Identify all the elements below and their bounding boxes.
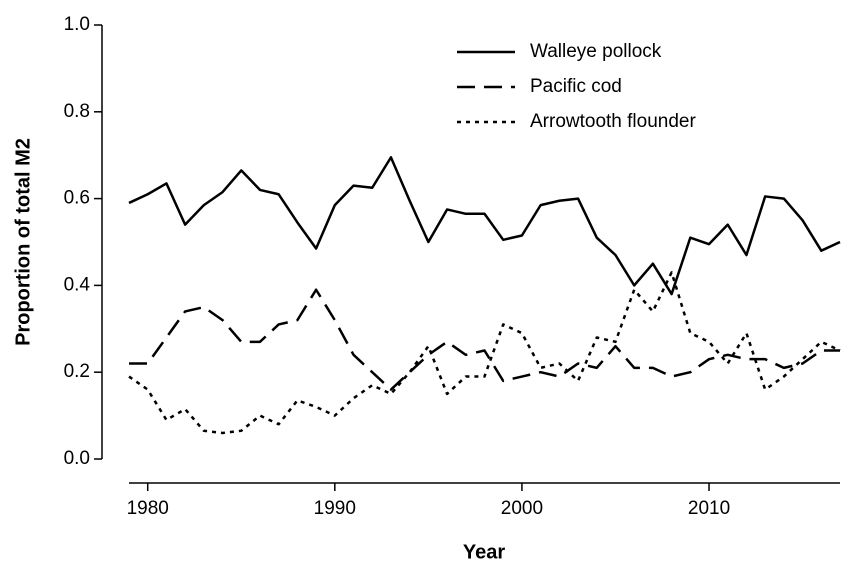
y-axis-title: Proportion of total M2 <box>12 138 34 346</box>
x-tick-label: 2000 <box>501 498 543 519</box>
y-tick-label: 0.6 <box>64 188 90 209</box>
legend-label: Arrowtooth flounder <box>530 111 696 132</box>
y-tick-label: 0.4 <box>64 274 91 295</box>
series-line <box>128 271 841 435</box>
y-tick-label: 0.2 <box>64 361 90 382</box>
y-tick-label: 1.0 <box>64 14 90 35</box>
y-tick-label: 0.8 <box>64 101 90 122</box>
x-tick-label: 1990 <box>314 498 356 519</box>
series-line <box>128 156 841 296</box>
x-tick-label: 1980 <box>127 498 169 519</box>
x-tick-label: 2010 <box>688 498 730 519</box>
x-axis-title: Year <box>463 541 505 563</box>
legend-label: Pacific cod <box>530 76 622 97</box>
legend-label: Walleye pollock <box>530 41 662 62</box>
y-tick-label: 0.0 <box>64 448 90 469</box>
series-line <box>129 288 840 391</box>
